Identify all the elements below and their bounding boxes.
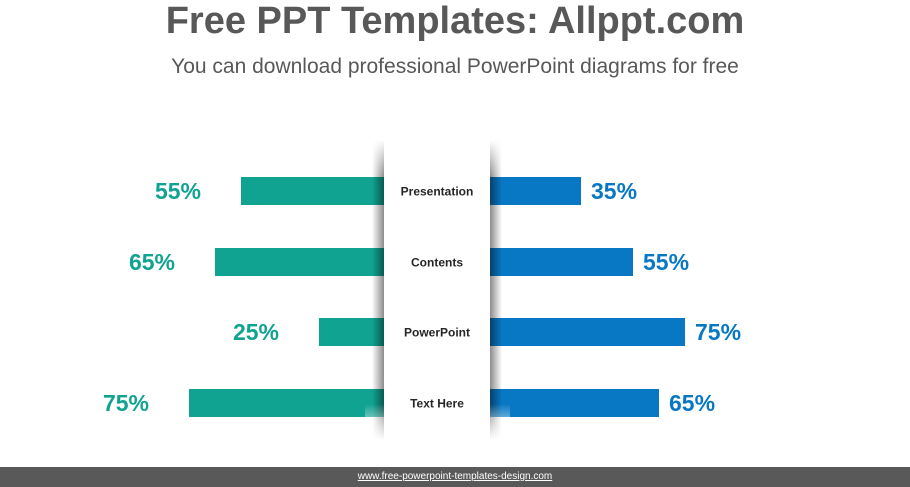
right-series-bars	[490, 177, 685, 417]
category-label-1: Contents	[411, 256, 463, 270]
bar-left-3	[189, 389, 384, 417]
value-label-left-1: 65%	[129, 249, 175, 275]
panel-background	[384, 140, 490, 440]
bar-left-0	[241, 177, 384, 205]
category-label-2: PowerPoint	[404, 326, 470, 340]
category-label-0: Presentation	[401, 185, 474, 199]
value-label-left-0: 55%	[155, 178, 201, 204]
value-label-right-1: 55%	[643, 249, 689, 275]
bar-right-3	[490, 389, 659, 417]
left-series-bars	[189, 177, 384, 417]
value-label-right-0: 35%	[591, 178, 637, 204]
footer-link[interactable]: www.free-powerpoint-templates-design.com	[0, 467, 910, 487]
category-label-3: Text Here	[410, 397, 464, 411]
category-panel	[365, 140, 510, 440]
value-label-right-3: 65%	[669, 390, 715, 416]
category-labels: Presentation Contents PowerPoint Text Here	[401, 185, 474, 411]
value-label-left-2: 25%	[233, 319, 279, 345]
value-labels: 55% 35% 65% 55% 25% 75% 75% 65%	[103, 178, 741, 416]
bar-right-2	[490, 318, 685, 346]
page-subtitle: You can download professional PowerPoint…	[171, 55, 739, 78]
value-label-right-2: 75%	[695, 319, 741, 345]
bar-right-1	[490, 248, 633, 276]
bar-left-1	[215, 248, 384, 276]
value-label-left-3: 75%	[103, 390, 149, 416]
page-title: Free PPT Templates: Allppt.com	[165, 0, 745, 42]
